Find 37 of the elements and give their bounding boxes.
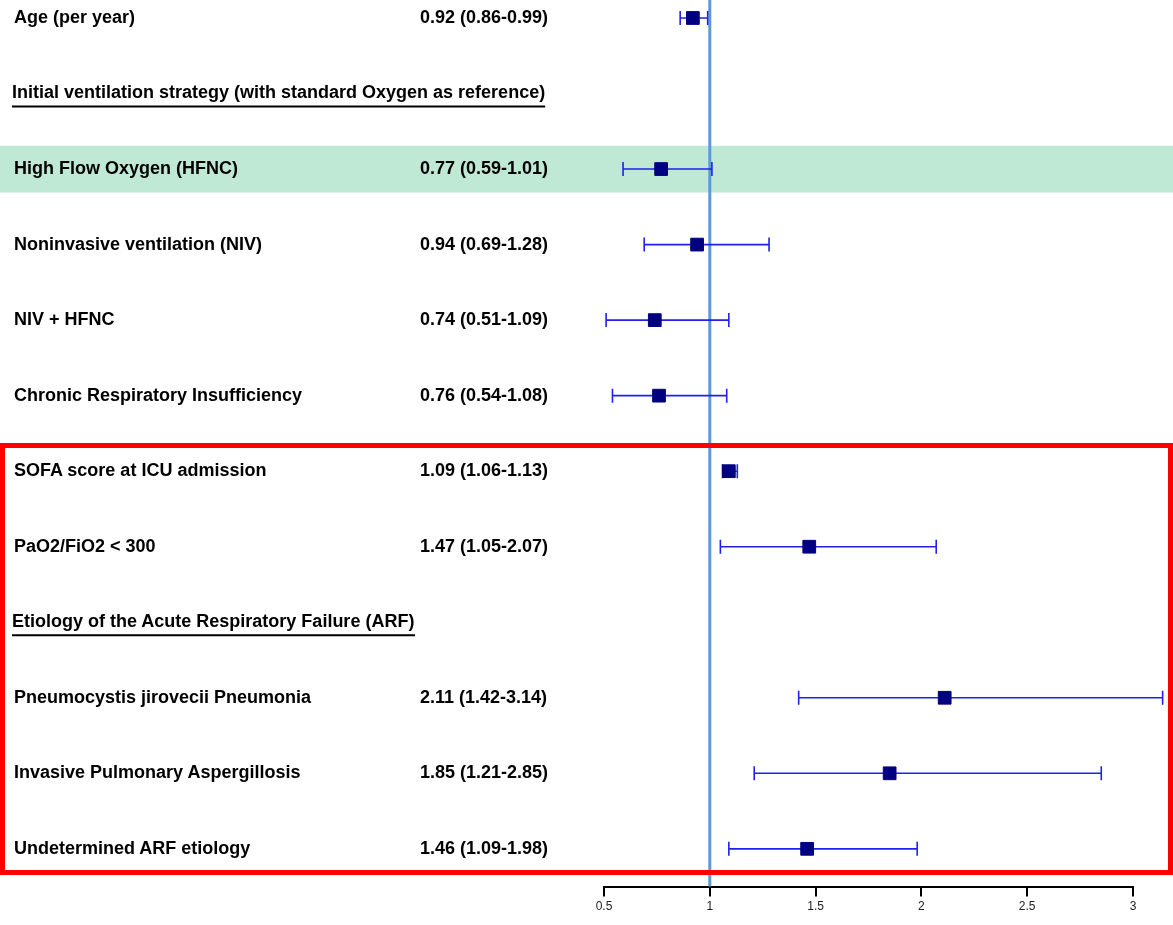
data-label: 0.92 (0.86-0.99) (420, 6, 549, 27)
y-tick-label: Undetermined ARF etiology (14, 837, 251, 858)
y-tick-label: High Flow Oxygen (HFNC) (14, 158, 238, 179)
data-label: 0.74 (0.51-1.09) (420, 309, 549, 330)
point (937, 690, 952, 705)
point (882, 766, 897, 781)
data-label: 1.09 (1.06-1.13) (420, 460, 549, 481)
y-tick-label: Initial ventilation strategy (with standard Oxygen as reference) (12, 82, 546, 103)
data-label: 0.76 (0.54-1.08) (420, 384, 549, 405)
x-tick-label: 1.5 (807, 899, 825, 914)
point (690, 237, 704, 252)
y-tick-label: Etiology of the Acute Respiratory Failure (ARF) (12, 611, 415, 632)
x-tick-label: 0.5 (595, 899, 613, 914)
x-tick-label: 3 (1129, 899, 1137, 914)
data-label: 1.47 (1.05-2.07) (420, 535, 549, 556)
y-tick-label: Pneumocystis jirovecii Pneumonia (14, 686, 313, 707)
point (686, 11, 700, 25)
x-tick-label: 2 (918, 899, 926, 914)
data-label: 1.46 (1.09-1.98) (420, 837, 549, 858)
data-label: 0.77 (0.59-1.01) (420, 158, 549, 179)
y-tick-label: SOFA score at ICU admission (14, 460, 267, 481)
y-tick-label: PaO2/FiO2 < 300 (14, 535, 156, 556)
y-tick-label: Chronic Respiratory Insufficiency (14, 384, 303, 405)
point (652, 388, 666, 403)
y-tick-label: Age (per year) (14, 6, 136, 27)
data-label: 1.85 (1.21-2.85) (420, 762, 549, 783)
point (647, 313, 662, 327)
x-tick-label: 1 (706, 899, 714, 914)
y-tick-label: Invasive Pulmonary Aspergillosis (14, 762, 301, 783)
y-tick-label: Noninvasive ventilation (NIV) (14, 233, 263, 254)
point (802, 539, 817, 554)
data-label: 2.11 (1.42-3.14) (420, 686, 548, 707)
data-label: 0.94 (0.69-1.28) (420, 233, 549, 254)
y-tick-label: NIV + HFNC (14, 309, 115, 330)
x-tick-label: 2.5 (1018, 899, 1036, 914)
point (800, 841, 814, 856)
point (654, 162, 668, 176)
